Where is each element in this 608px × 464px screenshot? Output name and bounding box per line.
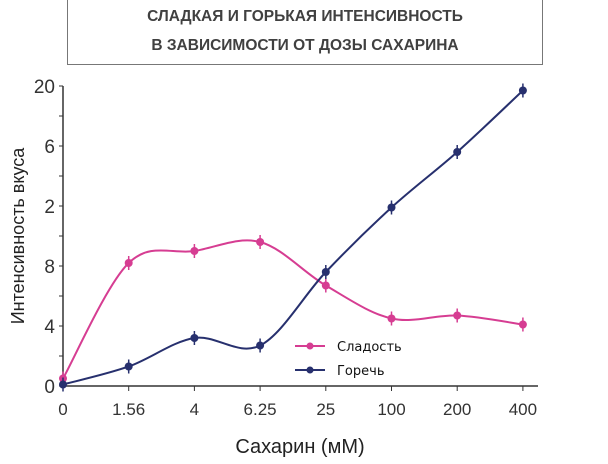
- data-point: [256, 238, 265, 246]
- legend-label-1: Горечь: [337, 364, 384, 379]
- data-point: [453, 148, 462, 156]
- chart-title-line-1: СЛАДКАЯ И ГОРЬКАЯ ИНТЕНСИВНОСТЬ: [147, 8, 463, 25]
- x-tick-label: 6.25: [244, 400, 277, 419]
- x-tick-label: 0: [58, 400, 67, 419]
- data-point: [321, 268, 330, 276]
- legend-marker-1: [306, 366, 314, 374]
- x-tick-label: 400: [509, 400, 537, 419]
- data-point: [387, 203, 396, 212]
- data-point: [124, 362, 133, 371]
- y-tick-label: 0: [44, 377, 55, 398]
- y-tick-label: 4: [44, 317, 55, 338]
- data-point: [190, 247, 199, 255]
- data-point: [387, 314, 396, 323]
- data-point: [59, 380, 67, 389]
- data-point: [190, 334, 199, 342]
- legend-label-0: Сладость: [337, 340, 402, 355]
- x-tick-label: 25: [316, 400, 335, 419]
- chart-title-box: СЛАДКАЯ И ГОРЬКАЯ ИНТЕНСИВНОСТЬ В ЗАВИСИ…: [67, 0, 543, 65]
- y-tick-label: 20: [34, 77, 55, 98]
- x-axis-label: Сахарин (мМ): [235, 436, 364, 458]
- y-tick-label: 6: [44, 137, 55, 158]
- x-tick-label: 200: [443, 400, 471, 419]
- y-tick-label: 8: [44, 257, 55, 278]
- legend-marker-0: [306, 342, 314, 350]
- data-point: [256, 341, 265, 350]
- x-tick-label: 4: [190, 400, 199, 419]
- data-point: [124, 259, 133, 267]
- chart-title-line-2: В ЗАВИСИМОСТИ ОТ ДОЗЫ САХАРИНА: [151, 37, 459, 54]
- x-tick-label: 1.56: [112, 400, 145, 419]
- data-point: [518, 86, 527, 95]
- data-point: [518, 320, 527, 329]
- y-tick-label: 2: [44, 197, 55, 218]
- y-axis-label: Интенсивность вкуса: [8, 147, 28, 325]
- series-line-1: [62, 89, 524, 386]
- x-tick-label: 100: [377, 400, 405, 419]
- data-point: [321, 281, 330, 290]
- data-point: [453, 311, 462, 320]
